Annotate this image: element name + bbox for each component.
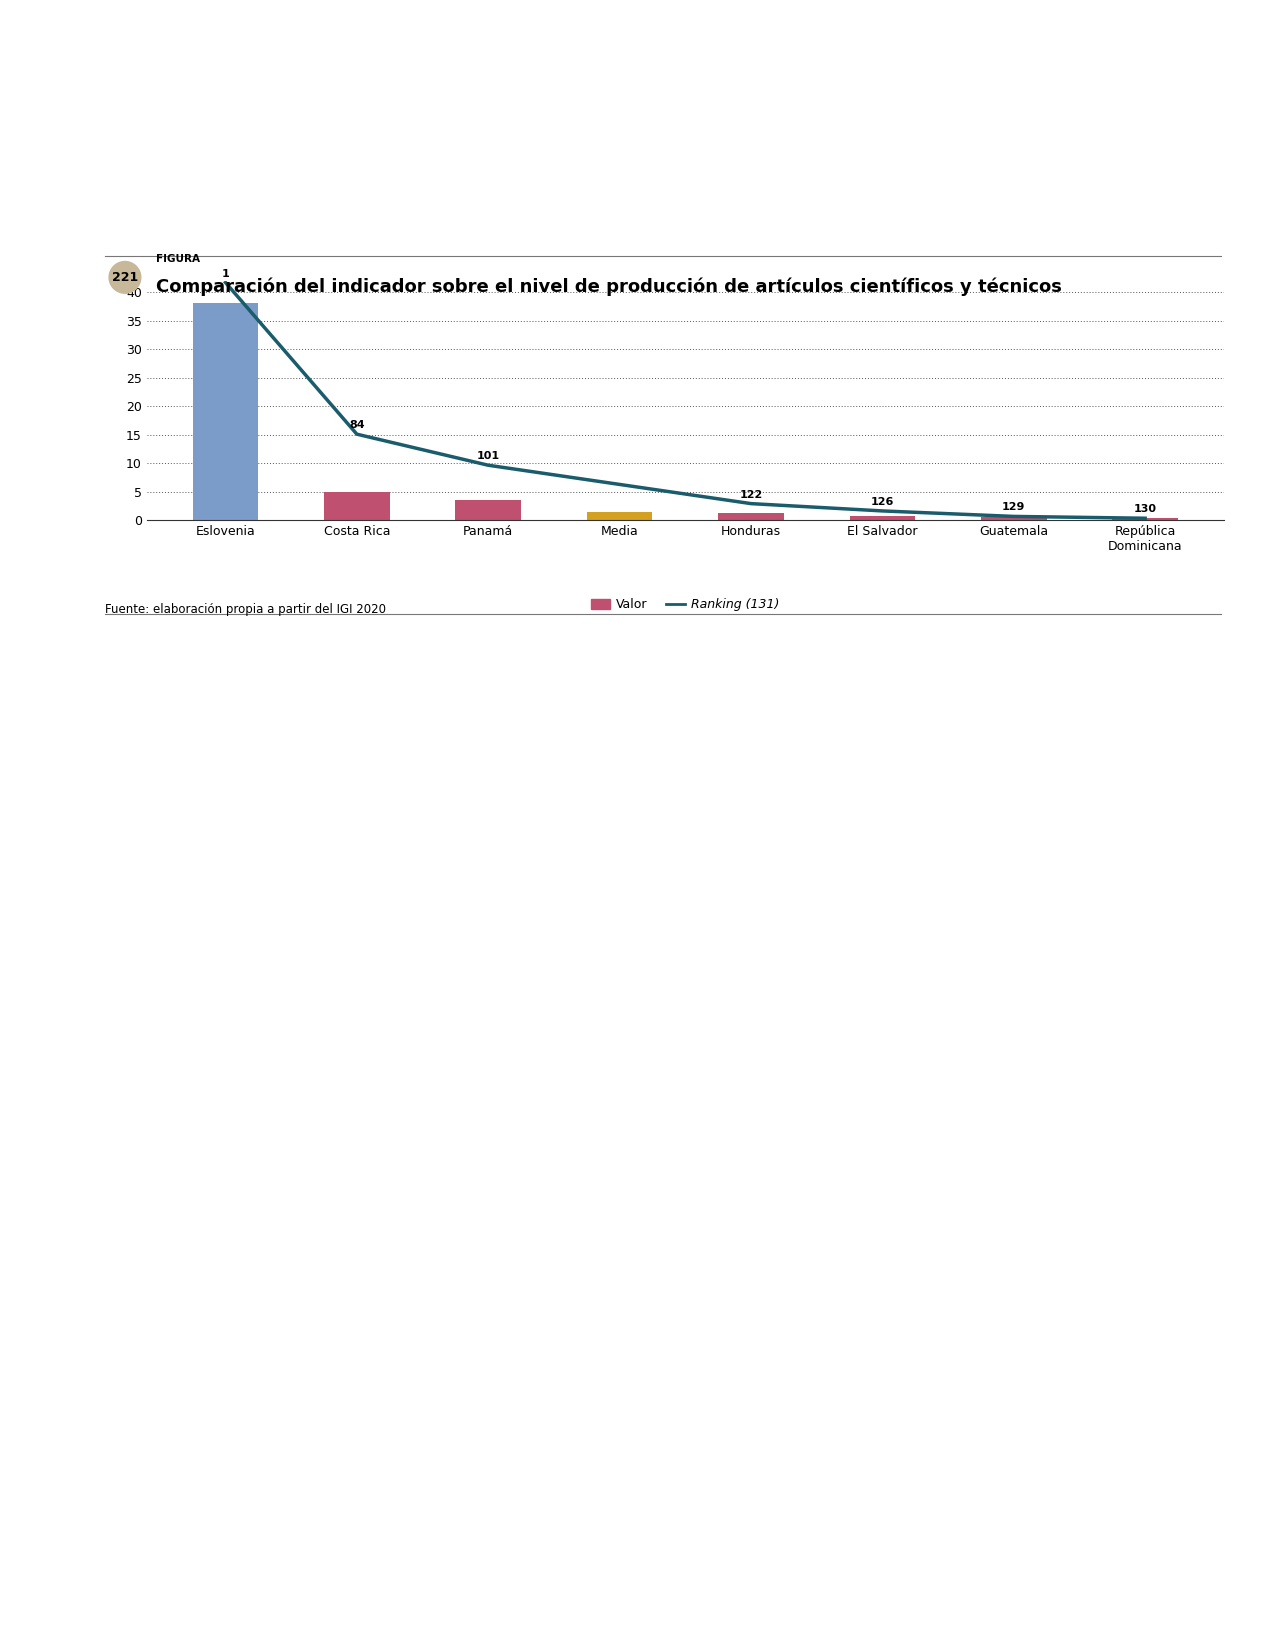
Text: 221: 221	[112, 271, 138, 284]
Text: Fuente: elaboración propia a partir del IGI 2020: Fuente: elaboración propia a partir del …	[105, 603, 385, 616]
Bar	[1112, 518, 1178, 520]
Legend: Valor, Ranking (131): Valor, Ranking (131)	[586, 593, 784, 616]
Bar	[586, 512, 653, 520]
Bar	[455, 500, 521, 520]
Text: 84: 84	[349, 421, 365, 431]
Text: 122: 122	[740, 490, 762, 500]
Text: 1: 1	[222, 269, 230, 279]
Text: 130: 130	[1133, 504, 1156, 513]
Circle shape	[110, 261, 140, 294]
Text: Comparación del indicador sobre el nivel de producción de artículos científicos : Comparación del indicador sobre el nivel…	[156, 277, 1061, 296]
Text: FIGURA: FIGURA	[156, 254, 200, 264]
Bar	[849, 515, 915, 520]
Bar	[193, 304, 259, 520]
Bar	[324, 492, 390, 520]
Bar	[980, 517, 1047, 520]
Bar	[718, 513, 784, 520]
Text: 129: 129	[1002, 502, 1025, 512]
Text: 101: 101	[477, 451, 500, 461]
Text: 126: 126	[871, 497, 894, 507]
